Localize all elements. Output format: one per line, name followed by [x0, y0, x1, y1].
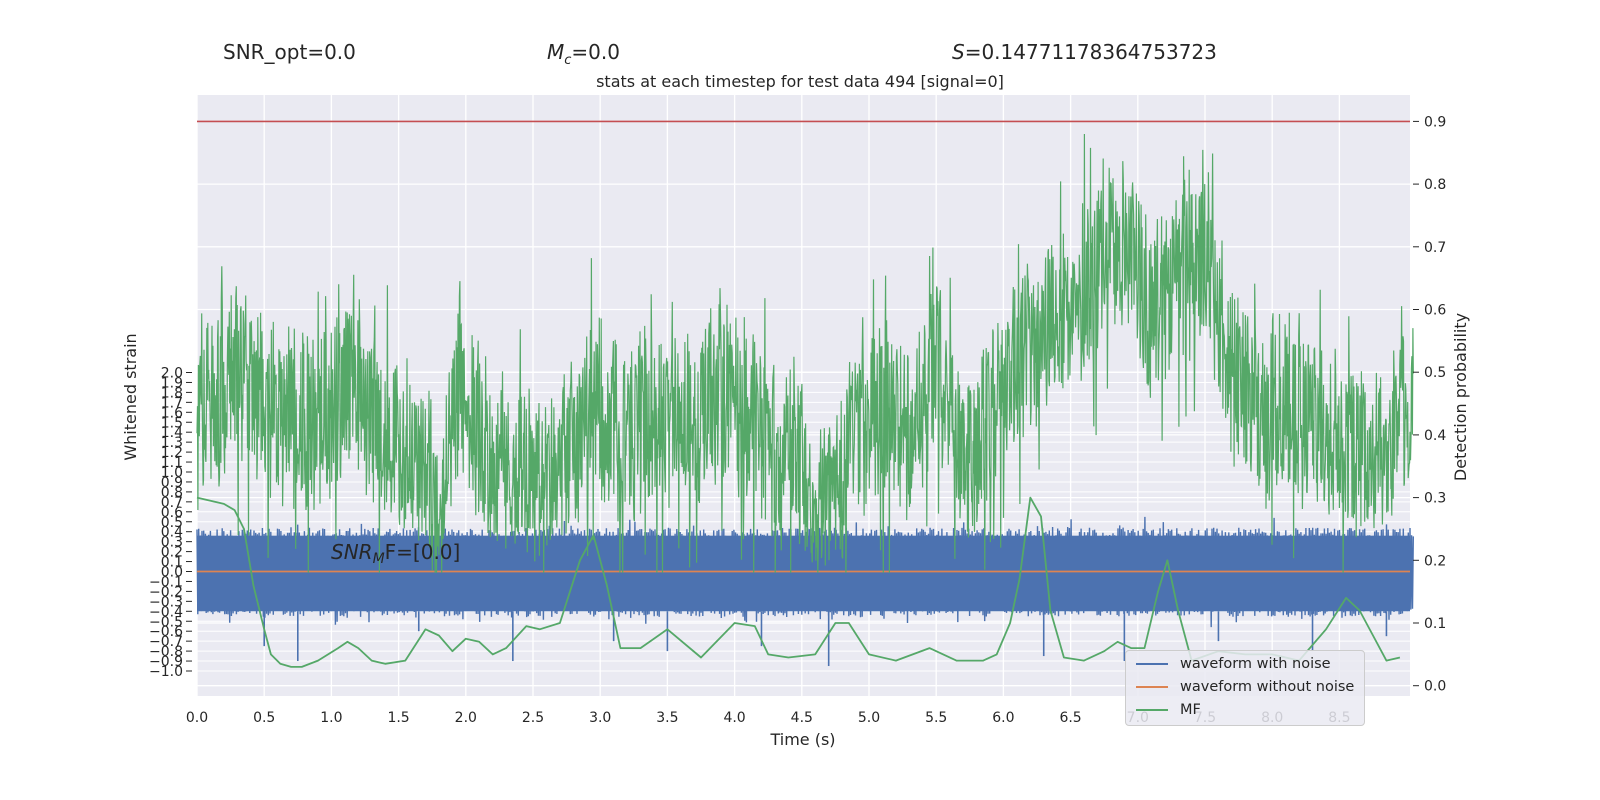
yr-tick-label-0: 0.0: [1424, 679, 1446, 695]
yl-tick-label-2: 1.8: [161, 385, 183, 401]
yl-tick-label-26: −0.6: [149, 624, 183, 640]
yr-tick-label-6: 0.6: [1424, 303, 1446, 319]
legend-swatch-mf: [1136, 709, 1168, 711]
annotation-prefix: SNR: [331, 540, 373, 564]
x-tick-label-2: 1.0: [320, 710, 342, 726]
yr-tick-label-8: 0.8: [1424, 177, 1446, 193]
s-symbol: S: [952, 40, 965, 64]
mf-smooth-curve: [196, 496, 1401, 668]
legend-label-noise: waveform with noise: [1180, 656, 1331, 672]
legend-label-mf: MF: [1180, 702, 1201, 718]
mf-noisy-trace: [196, 133, 1414, 573]
yl-tick-label-27: −0.7: [149, 634, 183, 650]
x-tick-label-9: 4.5: [791, 710, 813, 726]
legend-swatch-clean: [1136, 686, 1168, 688]
yl-tick-label-3: 1.7: [161, 395, 183, 411]
yl-tick-label-16: 0.4: [161, 525, 183, 541]
legend-label-clean: waveform without noise: [1180, 679, 1355, 695]
yr-tick-label-3: 0.3: [1424, 491, 1446, 507]
yl-tick-label-4: 1.6: [161, 405, 183, 421]
yl-tick-label-0: 2.0: [161, 366, 183, 382]
yl-tick-label-18: 0.2: [161, 545, 183, 561]
yr-tick-label-5: 0.5: [1424, 365, 1446, 381]
yl-tick-label-13: 0.7: [161, 495, 183, 511]
yl-tick-label-25: −0.5: [149, 614, 183, 630]
yl-tick-label-9: 1.1: [161, 455, 183, 471]
legend-item-noise: waveform with noise: [1136, 653, 1331, 675]
mc-symbol: M: [547, 40, 565, 64]
yl-tick-label-6: 1.4: [161, 425, 183, 441]
x-tick-label-5: 2.5: [522, 710, 544, 726]
legend-swatch-noise: [1136, 663, 1168, 665]
x-tick-label-13: 6.5: [1059, 710, 1081, 726]
yr-tick-label-4: 0.4: [1424, 428, 1446, 444]
x-tick-label-4: 2.0: [455, 710, 477, 726]
s-value: =0.14771178364753723: [964, 40, 1217, 64]
yl-tick-label-24: −0.4: [149, 604, 183, 620]
yl-tick-label-30: −1.0: [149, 664, 183, 680]
yl-tick-label-7: 1.3: [161, 435, 183, 451]
x-tick-label-6: 3.0: [589, 710, 611, 726]
y-axis-label-left: Whitened strain: [121, 333, 140, 460]
chirp-mass-label: Mc=0.0: [547, 40, 620, 68]
yl-tick-label-8: 1.2: [161, 445, 183, 461]
annotation-suffix: F=[0.0]: [385, 540, 461, 564]
yr-tick-label-2: 0.2: [1424, 553, 1446, 569]
x-axis-label: Time (s): [769, 730, 835, 749]
yr-tick-label-9: 0.9: [1424, 114, 1446, 130]
noise-band-core: [197, 535, 1410, 612]
x-tick-label-12: 6.0: [992, 710, 1014, 726]
yl-tick-label-10: 1.0: [161, 465, 183, 481]
yl-tick-label-22: −0.2: [149, 584, 183, 600]
mc-subscript: c: [564, 53, 572, 68]
legend: waveform with noise waveform without noi…: [1125, 650, 1365, 726]
x-tick-label-10: 5.0: [858, 710, 880, 726]
s-stat-label: S=0.14771178364753723: [952, 40, 1217, 64]
x-tick-label-11: 5.5: [925, 710, 947, 726]
series-mf: [196, 133, 1414, 668]
chart-title: stats at each timestep for test data 494…: [596, 72, 1004, 91]
x-tick-label-1: 0.5: [253, 710, 275, 726]
x-tick-label-8: 4.0: [723, 710, 745, 726]
yl-tick-label-21: −0.1: [149, 574, 183, 590]
yl-tick-label-5: 1.5: [161, 415, 183, 431]
yl-tick-label-11: 0.9: [161, 475, 183, 491]
x-tick-label-3: 1.5: [387, 710, 409, 726]
yl-tick-label-23: −0.3: [149, 594, 183, 610]
legend-item-clean: waveform without noise: [1136, 676, 1354, 698]
yl-tick-label-29: −0.9: [149, 654, 183, 670]
yl-tick-label-1: 1.9: [161, 375, 183, 391]
yl-tick-label-19: 0.1: [161, 555, 183, 571]
annotation-subscript: M: [373, 551, 385, 567]
x-tick-label-7: 3.5: [656, 710, 678, 726]
yl-tick-label-20: 0.0: [161, 565, 183, 581]
yl-tick-label-28: −0.8: [149, 644, 183, 660]
mc-value: =0.0: [571, 40, 620, 64]
yl-tick-label-14: 0.6: [161, 505, 183, 521]
yl-tick-label-12: 0.8: [161, 485, 183, 501]
annotation-snr-mf: SNRMF=[0.0]: [331, 540, 460, 567]
x-tick-label-0: 0.0: [186, 710, 208, 726]
series-waveform-with-noise: [196, 516, 1414, 667]
yl-tick-label-17: 0.3: [161, 535, 183, 551]
yl-tick-label-15: 0.5: [161, 515, 183, 531]
legend-item-mf: MF: [1136, 699, 1201, 721]
yr-tick-label-7: 0.7: [1424, 240, 1446, 256]
yr-tick-label-1: 0.1: [1424, 616, 1446, 632]
y-axis-label-right: Detection probability: [1451, 313, 1470, 481]
snr-opt-label: SNR_opt=0.0: [223, 40, 356, 64]
